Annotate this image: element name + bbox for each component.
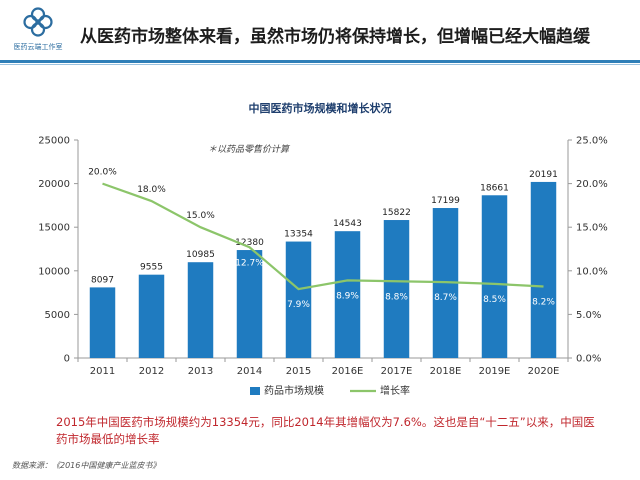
x-tick-label: 2014 [237,366,262,377]
chart-title: 中国医药市场规模和增长状况 [248,102,392,115]
bar-value-label: 18661 [480,183,509,193]
right-tick-label: 5.0% [576,310,601,321]
bar-value-label: 10985 [186,250,215,260]
legend-bar-label: 药品市场规模 [264,384,324,397]
left-tick-label: 5000 [45,310,70,321]
line-value-label: 15.0% [186,211,215,221]
bar-2015 [285,241,312,358]
line-value-label: 8.7% [434,293,457,303]
right-tick-label: 25.0% [576,136,608,147]
bar-value-label: 9555 [140,263,163,273]
x-tick-label: 2016E [332,366,364,377]
bar-2020E [530,181,557,358]
line-value-label: 8.8% [385,292,408,302]
right-tick-label: 10.0% [576,266,608,277]
bar-2017E [383,220,410,358]
line-value-label: 20.0% [88,168,117,178]
right-tick-label: 0.0% [576,354,601,365]
legend-line-label: 增长率 [380,384,410,397]
chart-annotation: ＊以药品零售价计算 [208,144,291,155]
growth-rate-line [102,182,544,291]
bar-value-label: 13354 [284,230,313,240]
right-tick-label: 20.0% [576,179,608,190]
bar-2016E [334,231,361,358]
line-value-label: 18.0% [137,185,166,195]
x-tick-label: 2011 [90,366,115,377]
line-value-label: 7.9% [287,300,310,310]
bar-2014 [236,250,263,358]
left-tick-label: 25000 [38,136,70,147]
bar-value-label: 14543 [333,219,362,229]
header: 医药云端工作室 从医药市场整体来看，虽然市场仍将保持增长，但增幅已经大幅趋缓 [0,0,640,72]
bar-2012 [138,274,165,358]
bar-2011 [89,287,116,358]
header-divider-thin [0,64,640,65]
bar-2013 [187,262,214,358]
left-tick-label: 10000 [38,266,70,277]
header-divider [0,60,640,63]
x-tick-label: 2013 [188,366,213,377]
x-tick-label: 2015 [286,366,311,377]
line-value-label: 8.2% [532,297,555,307]
bar-value-label: 17199 [431,196,460,206]
left-tick-label: 15000 [38,223,70,234]
logo: 医药云端工作室 [8,6,68,58]
legend-bar-swatch [250,387,260,395]
bar-value-label: 20191 [529,170,558,180]
page-title: 从医药市场整体来看，虽然市场仍将保持增长，但增幅已经大幅趋缓 [80,27,590,47]
x-tick-label: 2019E [479,366,511,377]
bar-value-label: 12380 [235,238,264,248]
caption-text: 2015年中国医药市场规模约为13354元，同比2014年其增幅仅为7.6%。这… [56,415,595,446]
left-tick-label: 20000 [38,179,70,190]
line-value-label: 12.7% [235,258,264,268]
line-value-label: 8.9% [336,291,359,301]
left-tick-label: 0 [64,354,70,365]
x-tick-label: 2012 [139,366,164,377]
bar-value-label: 15822 [382,208,411,218]
chart-area: 0 5000 10000 15000 20000 25000 0.0% 5.0% 10.0% 15… [0,118,640,408]
x-tick-label: 2017E [381,366,413,377]
source-note: 数据来源：《2016中国健康产业蓝皮书》 [12,461,161,470]
bar-value-label: 8097 [91,275,114,285]
bar-2019E [481,195,508,358]
flower-logo-icon [23,7,53,37]
right-tick-label: 15.0% [576,223,608,234]
combo-chart: 0 5000 10000 15000 20000 25000 0.0% 5.0% 10.0% 15… [38,136,608,398]
x-tick-label: 2018E [430,366,462,377]
logo-text: 医药云端工作室 [13,43,63,51]
line-value-label: 8.5% [483,295,506,305]
x-tick-label: 2020E [528,366,560,377]
